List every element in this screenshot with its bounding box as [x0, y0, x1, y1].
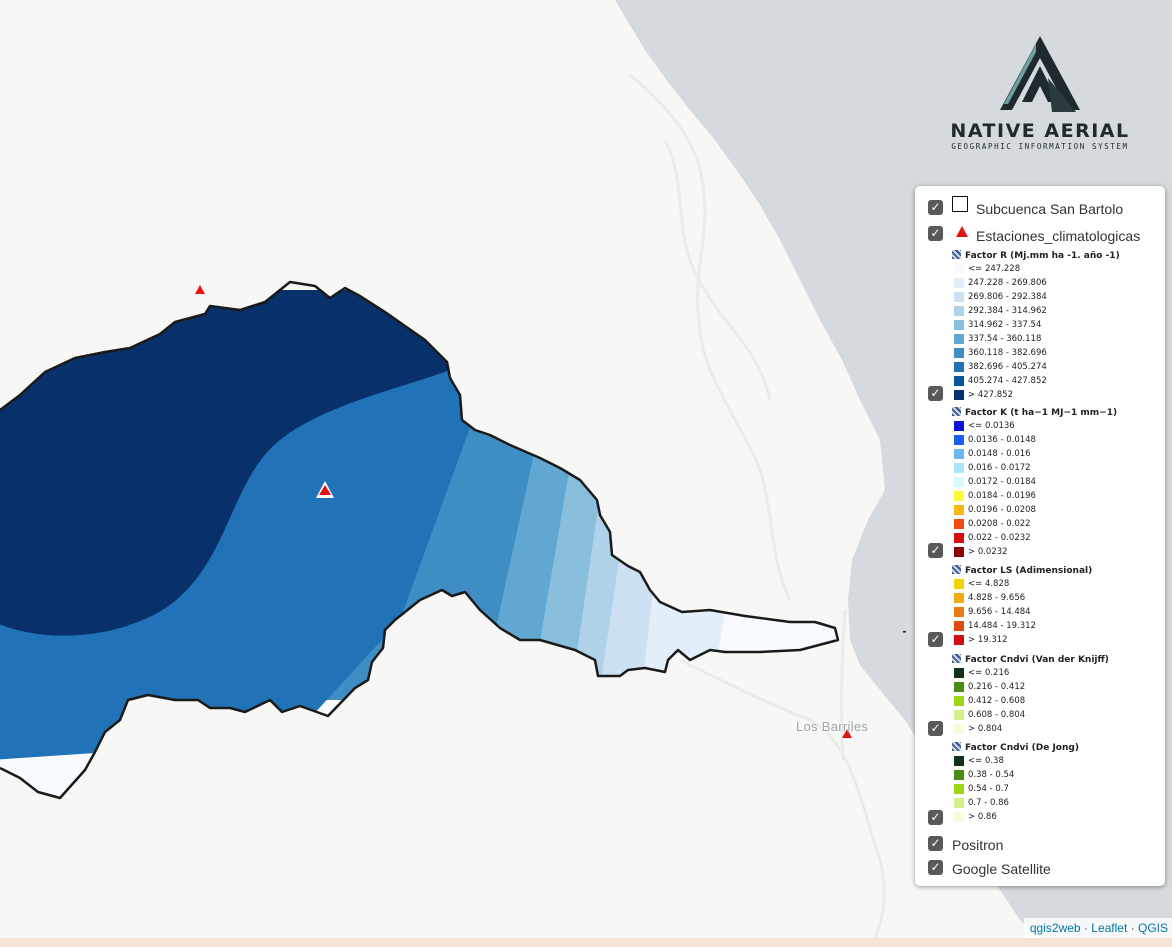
red-triangle-icon [956, 226, 968, 237]
legend-swatch [954, 334, 964, 344]
layer-checkbox-cndvi-van-der-knijff[interactable]: ✓ [928, 721, 943, 736]
place-label-los-barriles: Los Barriles [796, 719, 869, 734]
legend-swatch [954, 463, 964, 473]
native-aerial-logo: NATIVE AERIAL GEOGRAPHIC INFORMATION SYS… [928, 30, 1152, 154]
station-marker[interactable] [842, 729, 852, 738]
layer-checkbox-subcuenca[interactable]: ✓ [928, 200, 943, 215]
raster-layer-icon [952, 742, 961, 751]
layer-checkbox-estaciones[interactable]: ✓ [928, 226, 943, 241]
legend-swatch [954, 320, 964, 330]
attribution-separator: · [1083, 921, 1088, 935]
legend-swatch [954, 770, 964, 780]
logo-subtitle: GEOGRAPHIC INFORMATION SYSTEM [951, 142, 1129, 151]
base-layer-label-google-satellite[interactable]: Google Satellite [952, 861, 1051, 877]
legend-swatch [954, 292, 964, 302]
legend-title: Factor Cndvi (Van der Knijff) [952, 654, 1109, 665]
legend-swatch [954, 798, 964, 808]
layer-checkbox-factor-r[interactable]: ✓ [928, 386, 943, 401]
legend-swatch [954, 668, 964, 678]
road-network [629, 73, 886, 947]
attribution-separator: · [1130, 921, 1135, 935]
legend-swatch [954, 784, 964, 794]
legend-swatch [954, 362, 964, 372]
legend-swatch [954, 756, 964, 766]
legend-swatch [954, 477, 964, 487]
raster-layer-icon [952, 565, 961, 574]
legend-swatch [954, 724, 964, 734]
layer-label-subcuenca[interactable]: Subcuenca San Bartolo [976, 201, 1124, 217]
square-outline-icon [952, 196, 968, 212]
legend-swatch [954, 348, 964, 358]
legend-title: Factor LS (Adimensional) [952, 565, 1092, 576]
legend-swatch [954, 593, 964, 603]
legend-swatch [954, 579, 964, 589]
legend-swatch [954, 421, 964, 431]
attribution-link-qgis[interactable]: QGIS [1137, 921, 1168, 935]
legend-swatch [954, 607, 964, 617]
layer-checkbox-factor-ls[interactable]: ✓ [928, 632, 943, 647]
station-marker[interactable] [195, 285, 205, 294]
layer-checkbox-factor-k[interactable]: ✓ [928, 543, 943, 558]
base-layer-checkbox-google-satellite[interactable]: ✓ [928, 860, 943, 875]
legend-swatch [954, 306, 964, 316]
legend-title: Factor Cndvi (De Jong) [952, 742, 1079, 753]
station-marker[interactable] [319, 485, 331, 495]
legend-swatch [954, 710, 964, 720]
layer-label-estaciones[interactable]: Estaciones_climatologicas [976, 228, 1141, 244]
legend-swatch [954, 621, 964, 631]
legend-swatch [954, 449, 964, 459]
raster-class-band [0, 290, 500, 636]
map-attribution: qgis2web · Leaflet · QGIS [1023, 918, 1172, 938]
raster-layer-icon [952, 407, 961, 416]
legend-swatch [954, 635, 964, 645]
layer-control-panel: ✓ Subcuenca San Bartolo ✓ Estaciones_cli… [915, 186, 1165, 886]
legend-swatch [954, 682, 964, 692]
raster-layer-icon [952, 654, 961, 663]
map-dot [903, 631, 906, 633]
legend-swatch [954, 812, 964, 822]
legend-swatch [954, 278, 964, 288]
legend-swatch [954, 505, 964, 515]
station-markers [195, 285, 852, 738]
subcuenca-san-bartolo-outline[interactable] [0, 280, 840, 800]
attribution-link-qgis2web[interactable]: qgis2web [1029, 921, 1081, 935]
bottom-strip [0, 938, 1172, 947]
legend-swatch [954, 376, 964, 386]
raster-layer-icon [952, 250, 961, 259]
base-layer-label-positron[interactable]: Positron [952, 837, 1004, 853]
legend-swatch [954, 264, 964, 274]
logo-mark-icon [1000, 36, 1080, 112]
logo-name: NATIVE AERIAL [950, 120, 1130, 142]
attribution-link-leaflet[interactable]: Leaflet [1091, 921, 1128, 935]
layer-checkbox-cndvi-de-jong[interactable]: ✓ [928, 810, 943, 825]
legend-swatch [954, 533, 964, 543]
legend-title: Factor K (t ha−1 MJ−1 mm−1) [952, 407, 1117, 418]
legend-swatch [954, 390, 964, 400]
legend-swatch [954, 491, 964, 501]
legend-swatch [954, 696, 964, 706]
legend-title: Factor R (Mj.mm ha -1. año -1) [952, 250, 1120, 261]
legend-swatch [954, 519, 964, 529]
base-layer-checkbox-positron[interactable]: ✓ [928, 836, 943, 851]
legend-swatch [954, 547, 964, 557]
legend-swatch [954, 435, 964, 445]
